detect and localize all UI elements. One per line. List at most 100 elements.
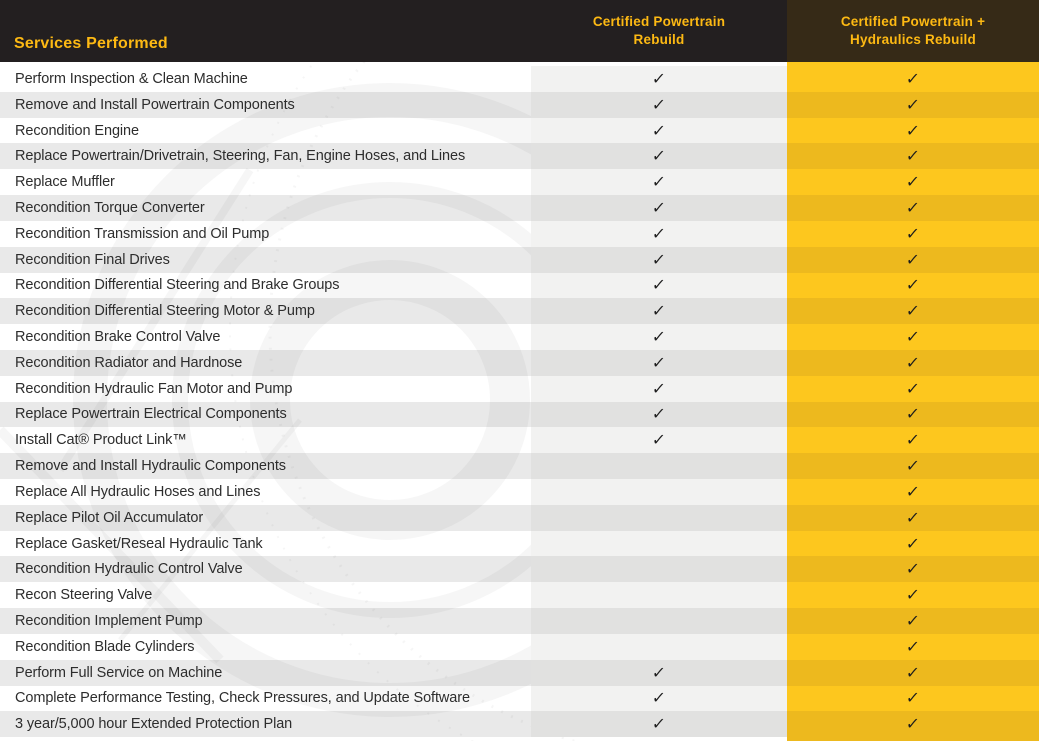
checkmark-icon: ✓ [905,68,921,88]
highlight-column-bottom-cap [0,737,1039,741]
checkmark-icon: ✓ [905,146,921,166]
checkmark-icon: ✓ [905,585,921,605]
certified-powertrain-hydraulics-value-cell: ✓ [787,349,1039,376]
certified-powertrain-value-cell [531,453,787,479]
certified-powertrain-hydraulics-value-cell: ✓ [787,711,1039,738]
table-body: Perform Inspection & Clean Machine ✓ ✓ R… [0,62,1039,741]
service-name-label: Recondition Radiator and Hardnose [15,354,243,371]
checkmark-icon: ✓ [905,94,921,114]
certified-powertrain-hydraulics-value-cell: ✓ [787,298,1039,325]
service-name-label: 3 year/5,000 hour Extended Protection Pl… [15,716,293,733]
certified-powertrain-value-cell: ✓ [531,195,787,221]
service-name-cell: Recondition Differential Steering and Br… [0,273,531,299]
service-name-label: Perform Full Service on Machine [15,664,223,681]
service-name-cell: Remove and Install Hydraulic Components [0,453,531,479]
checkmark-icon: ✓ [905,120,921,140]
certified-powertrain-hydraulics-value-cell: ✓ [787,582,1039,609]
table-row: Replace Pilot Oil Accumulator ✓ [0,504,1039,531]
checkmark-icon: ✓ [905,275,921,295]
certified-powertrain-hydraulics-value-cell: ✓ [787,453,1039,479]
table-row: Remove and Install Powertrain Components… [0,91,1039,118]
checkmark-icon: ✓ [905,172,921,192]
certified-powertrain-value-cell: ✓ [531,91,787,118]
service-name-cell: Recondition Engine [0,118,531,144]
certified-powertrain-hydraulics-value-cell: ✓ [787,608,1039,634]
highlight-column-top-cap [0,62,1039,66]
service-name-cell: Replace Powertrain/Drivetrain, Steering,… [0,143,531,170]
table-header-row: Services Performed Certified Powertrain … [0,0,1039,62]
certified-powertrain-hydraulics-value-cell: ✓ [787,375,1039,402]
certified-powertrain-value-cell: ✓ [531,246,787,273]
checkmark-icon: ✓ [651,275,667,295]
service-name-label: Replace Powertrain Electrical Components [15,406,287,423]
certified-powertrain-hydraulics-value-cell: ✓ [787,427,1039,454]
checkmark-icon: ✓ [905,456,921,476]
checkmark-icon: ✓ [651,352,667,372]
checkmark-icon: ✓ [651,714,667,734]
service-name-label: Recondition Final Drives [15,251,170,268]
service-name-cell: Remove and Install Powertrain Components [0,91,531,118]
service-name-cell: Perform Inspection & Clean Machine [0,66,531,92]
service-name-label: Complete Performance Testing, Check Pres… [15,690,470,707]
certified-powertrain-hydraulics-value-cell: ✓ [787,195,1039,221]
table-row: Recondition Final Drives ✓ ✓ [0,246,1039,273]
table-row: Recondition Torque Converter ✓ ✓ [0,195,1039,221]
certified-powertrain-value-cell: ✓ [531,169,787,196]
certified-powertrain-hydraulics-value-cell: ✓ [787,504,1039,531]
certified-powertrain-value-cell [531,530,787,557]
checkmark-icon: ✓ [905,352,921,372]
service-name-cell: Replace Powertrain Electrical Components [0,401,531,428]
checkmark-icon: ✓ [905,714,921,734]
certified-powertrain-value-cell [531,556,787,583]
checkmark-icon: ✓ [651,378,667,398]
certified-powertrain-hydraulics-value-cell: ✓ [787,556,1039,583]
certified-powertrain-value-cell: ✓ [531,117,787,144]
service-name-cell: Recondition Blade Cylinders [0,634,531,660]
service-name-cell: Recondition Final Drives [0,246,531,273]
service-name-cell: Replace Muffler [0,169,531,195]
checkmark-icon: ✓ [651,197,667,217]
table-row: Perform Inspection & Clean Machine ✓ ✓ [0,66,1039,92]
service-name-cell: Replace Pilot Oil Accumulator [0,504,531,531]
certified-powertrain-hydraulics-value-cell: ✓ [787,324,1039,350]
service-name-label: Recondition Blade Cylinders [15,638,195,655]
table-row: Install Cat® Product Link™ ✓ ✓ [0,427,1039,454]
checkmark-icon: ✓ [651,172,667,192]
checkmark-icon: ✓ [905,636,921,656]
table-row: Recondition Blade Cylinders ✓ [0,633,1039,660]
certified-powertrain-hydraulics-value-cell: ✓ [787,117,1039,144]
service-name-label: Replace All Hydraulic Hoses and Lines [15,483,261,500]
certified-powertrain-hydraulics-value-cell: ✓ [787,479,1039,505]
checkmark-icon: ✓ [905,662,921,682]
checkmark-icon: ✓ [905,197,921,217]
certified-powertrain-value-cell: ✓ [531,298,787,325]
service-name-label: Replace Muffler [15,174,115,191]
checkmark-icon: ✓ [651,688,667,708]
certified-powertrain-value-cell [531,504,787,531]
service-name-cell: Recondition Hydraulic Fan Motor and Pump [0,376,531,402]
table-row: Perform Full Service on Machine ✓ ✓ [0,659,1039,686]
table-row: Replace Powertrain Electrical Components… [0,401,1039,428]
checkmark-icon: ✓ [651,223,667,243]
certified-powertrain-value-cell: ✓ [531,401,787,428]
services-performed-header-cell: Services Performed [0,0,531,62]
table-row: Recondition Brake Control Valve ✓ ✓ [0,324,1039,350]
service-name-cell: Replace All Hydraulic Hoses and Lines [0,479,531,505]
table-row: Replace All Hydraulic Hoses and Lines ✓ [0,479,1039,505]
table-row: Recondition Differential Steering and Br… [0,272,1039,299]
certified-powertrain-hydraulics-value-cell: ✓ [787,685,1039,712]
checkmark-icon: ✓ [905,688,921,708]
service-name-cell: Recondition Torque Converter [0,195,531,221]
service-name-cell: Install Cat® Product Link™ [0,427,531,453]
checkmark-icon: ✓ [905,533,921,553]
checkmark-icon: ✓ [905,378,921,398]
checkmark-icon: ✓ [651,301,667,321]
certified-powertrain-value-cell: ✓ [531,427,787,454]
certified-powertrain-hydraulics-value-cell: ✓ [787,220,1039,247]
certified-powertrain-value-cell: ✓ [531,375,787,402]
table-row: Recondition Hydraulic Control Valve ✓ [0,556,1039,583]
service-name-label: Replace Powertrain/Drivetrain, Steering,… [15,148,466,165]
checkmark-icon: ✓ [651,430,667,450]
table-row: Recon Steering Valve ✓ [0,582,1039,609]
service-name-label: Recondition Brake Control Valve [15,329,221,346]
